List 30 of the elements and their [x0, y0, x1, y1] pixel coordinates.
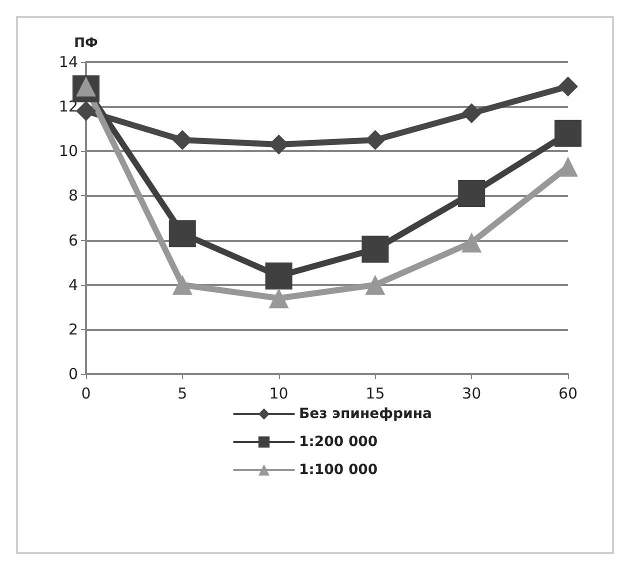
x-tick-label: 0	[81, 384, 91, 402]
y-tick-label: 4	[68, 276, 78, 294]
point	[554, 120, 582, 147]
y-tick-label: 14	[58, 53, 78, 71]
y-axis-title: ПФ	[74, 36, 98, 51]
x-tick-label: 30	[462, 384, 482, 402]
x-tick-label: 10	[269, 384, 288, 402]
legend-label: Без эпинефрина	[299, 406, 432, 422]
point	[458, 180, 486, 207]
x-tick-label: 15	[366, 384, 385, 402]
y-tick-label: 10	[58, 142, 78, 160]
point	[268, 288, 289, 308]
y-tick-label: 6	[68, 231, 78, 250]
point	[462, 103, 482, 124]
legend-label: 1:200 000	[299, 434, 378, 450]
point	[365, 274, 386, 295]
point	[168, 220, 196, 248]
x-tick-label: 60	[558, 384, 578, 402]
point	[172, 274, 192, 295]
y-tick-label: 0	[68, 365, 78, 383]
point	[462, 232, 482, 253]
point	[362, 236, 389, 263]
y-tick-label: 2	[68, 320, 78, 338]
point	[265, 262, 292, 290]
point	[76, 101, 96, 122]
x-tick-label: 5	[178, 384, 188, 402]
point	[558, 156, 578, 177]
y-tick-label: 8	[68, 186, 78, 205]
legend-label: 1:100 000	[299, 462, 378, 478]
point	[558, 76, 578, 97]
